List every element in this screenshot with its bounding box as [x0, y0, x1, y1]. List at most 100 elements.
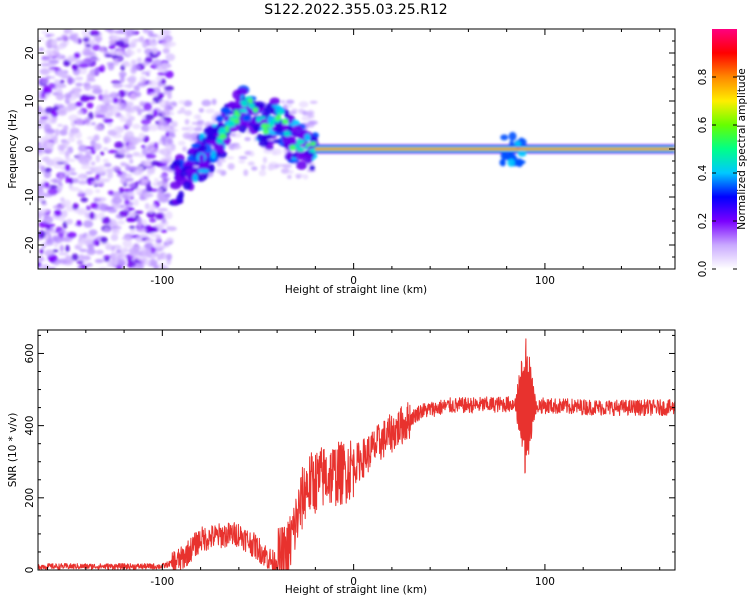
noise-blob: [182, 146, 187, 152]
noise-blob: [184, 118, 190, 125]
noise-blob: [72, 202, 79, 210]
track-blob: [272, 139, 282, 144]
noise-blob: [103, 135, 111, 144]
noise-blob: [302, 110, 309, 116]
noise-blob: [125, 177, 134, 182]
noise-blob: [160, 124, 171, 132]
noise-blob: [94, 258, 104, 264]
noise-blob: [205, 108, 215, 114]
noise-blob: [150, 101, 156, 105]
noise-blob: [145, 144, 155, 152]
track-blob: [252, 124, 258, 132]
track-blob: [211, 126, 220, 135]
spectrogram-xtick-label: 0: [350, 275, 357, 287]
noise-blob: [77, 109, 84, 115]
spectrogram-marks: [38, 29, 675, 269]
noise-blob: [115, 92, 121, 97]
noise-blob: [111, 107, 120, 115]
burst-blob: [504, 152, 513, 161]
noise-blob: [168, 128, 179, 133]
noise-blob: [138, 250, 149, 256]
snr-xtick-label: 100: [535, 576, 555, 588]
noise-blob: [153, 109, 158, 118]
noise-blob: [79, 94, 90, 102]
noise-blob: [39, 266, 47, 269]
noise-blob: [100, 236, 108, 244]
track-core: [277, 109, 284, 115]
noise-blob: [185, 135, 195, 139]
noise-blob: [54, 79, 60, 84]
noise-blob: [145, 157, 152, 166]
noise-blob: [120, 256, 128, 260]
noise-blob: [125, 112, 132, 118]
track-blob: [264, 105, 275, 114]
snr-xtick-label: -100: [150, 576, 174, 588]
noise-blob: [41, 202, 48, 206]
track-blob: [207, 133, 216, 141]
noise-blob: [149, 204, 157, 211]
noise-blob: [89, 30, 100, 37]
noise-blob: [77, 175, 85, 179]
noise-blob: [125, 153, 133, 159]
noise-blob: [51, 117, 57, 123]
noise-blob: [164, 37, 173, 42]
noise-blob: [181, 127, 190, 131]
noise-blob: [161, 265, 169, 269]
noise-blob: [153, 142, 159, 149]
noise-blob: [165, 237, 174, 245]
track-blob: [198, 153, 205, 163]
noise-blob: [45, 48, 53, 55]
noise-blob: [45, 226, 51, 230]
track-blob: [217, 147, 225, 154]
noise-blob: [44, 144, 54, 153]
noise-blob: [86, 262, 93, 267]
noise-blob: [57, 123, 64, 127]
noise-blob: [115, 49, 124, 57]
track-core: [259, 116, 266, 120]
colorbar-ticks: 0.0 0.2 0.4 0.6 0.8: [697, 69, 737, 277]
noise-blob: [129, 227, 136, 235]
figure-title: S122.2022.355.03.25.R12: [264, 2, 447, 18]
noise-blob: [75, 117, 84, 126]
noise-blob: [146, 167, 156, 172]
colorbar-gradient: [712, 29, 737, 269]
burst-blob: [520, 138, 527, 147]
noise-blob: [247, 161, 255, 166]
noise-blob: [44, 132, 55, 140]
noise-blob: [89, 166, 95, 174]
noise-blob: [123, 188, 134, 193]
noise-blob: [89, 211, 95, 220]
noise-blob: [216, 168, 223, 174]
track-blob: [285, 151, 293, 160]
noise-blob: [134, 38, 141, 42]
noise-blob: [207, 172, 214, 177]
noise-blob: [148, 226, 158, 233]
burst-blob: [507, 158, 516, 167]
colorbar-tick-label: 0.2: [697, 213, 709, 230]
noise-blob: [101, 94, 111, 99]
track-core: [252, 107, 259, 113]
noise-blob: [57, 69, 66, 78]
noise-blob: [48, 59, 60, 64]
noise-blob: [66, 231, 77, 239]
noise-blob: [48, 82, 56, 89]
track-core: [219, 129, 227, 134]
noise-blob: [86, 248, 96, 256]
noise-blob: [126, 166, 137, 171]
noise-blob: [150, 246, 156, 254]
noise-blob: [75, 101, 83, 107]
noise-blob: [227, 163, 235, 170]
noise-blob: [59, 79, 65, 84]
noise-blob: [298, 101, 309, 108]
noise-blob: [118, 187, 125, 194]
burst-blob: [509, 140, 515, 148]
noise-blob: [111, 227, 120, 236]
noise-blob: [169, 101, 178, 106]
track-blob: [291, 125, 304, 135]
noise-blob: [62, 107, 73, 112]
noise-blob: [196, 114, 202, 120]
noise-blob: [147, 172, 152, 177]
track-blob: [227, 101, 236, 109]
noise-blob: [286, 104, 293, 108]
noise-blob: [244, 150, 252, 156]
